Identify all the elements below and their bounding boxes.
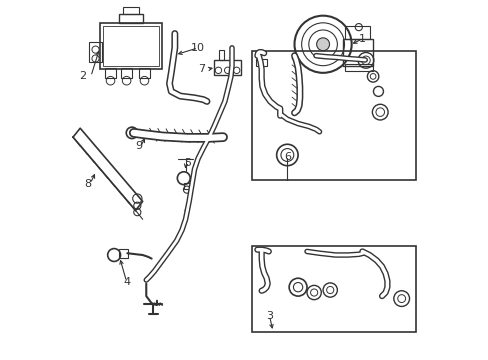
Bar — [183, 183, 190, 189]
Bar — [344, 64, 372, 71]
Bar — [342, 39, 372, 66]
Text: 7: 7 — [198, 64, 205, 74]
Text: 2: 2 — [80, 71, 86, 81]
Bar — [103, 26, 159, 66]
Bar — [251, 246, 415, 332]
Text: 9: 9 — [135, 141, 142, 151]
Bar — [255, 59, 266, 66]
Bar — [344, 26, 369, 39]
Text: 10: 10 — [191, 43, 204, 53]
Bar — [219, 50, 224, 60]
Bar — [119, 14, 142, 23]
Bar — [119, 249, 127, 257]
Text: 5: 5 — [183, 158, 190, 168]
Bar — [100, 23, 162, 69]
Bar — [251, 51, 415, 180]
Circle shape — [316, 38, 329, 51]
Bar — [214, 60, 241, 75]
Text: 6: 6 — [284, 152, 290, 162]
Bar — [121, 68, 132, 78]
Bar — [139, 68, 149, 78]
Text: 8: 8 — [83, 179, 91, 189]
Text: 4: 4 — [123, 277, 130, 287]
Text: 3: 3 — [265, 311, 272, 321]
Bar — [105, 68, 116, 78]
Bar — [123, 8, 139, 14]
Text: 1: 1 — [358, 34, 365, 44]
Bar — [89, 42, 102, 62]
